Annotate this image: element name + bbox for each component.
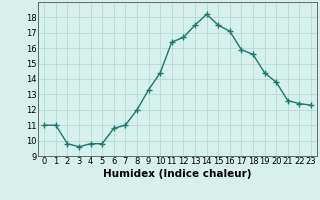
X-axis label: Humidex (Indice chaleur): Humidex (Indice chaleur) <box>103 169 252 179</box>
